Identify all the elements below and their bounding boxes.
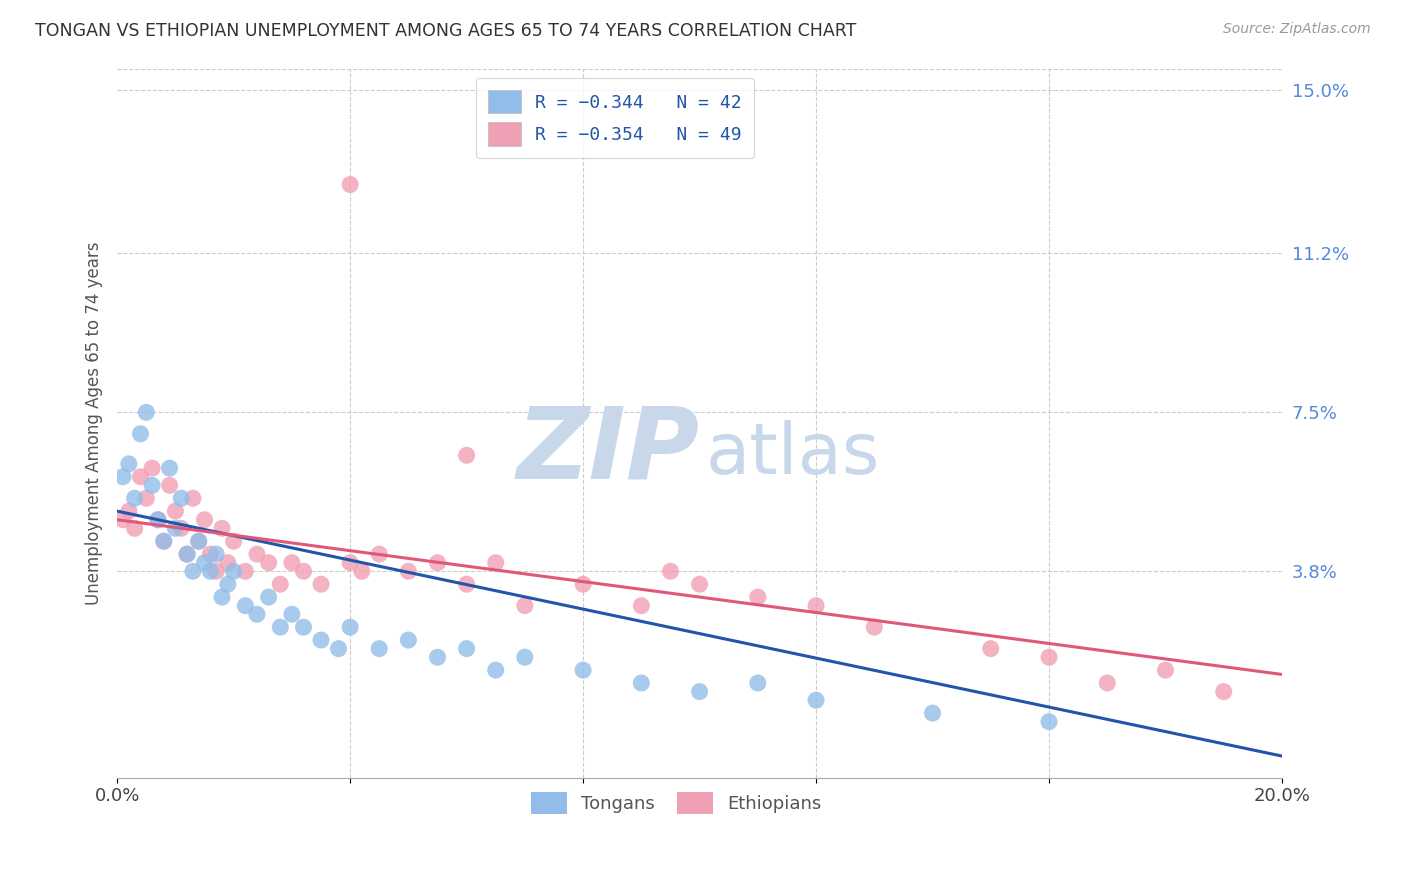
Point — [135, 491, 157, 506]
Point — [129, 426, 152, 441]
Point — [630, 676, 652, 690]
Point — [269, 577, 291, 591]
Point — [135, 405, 157, 419]
Point — [281, 607, 304, 622]
Point — [513, 599, 536, 613]
Point — [170, 521, 193, 535]
Point — [200, 547, 222, 561]
Point — [456, 448, 478, 462]
Point — [211, 521, 233, 535]
Point — [339, 620, 361, 634]
Point — [222, 534, 245, 549]
Point — [146, 513, 169, 527]
Point — [485, 663, 508, 677]
Text: TONGAN VS ETHIOPIAN UNEMPLOYMENT AMONG AGES 65 TO 74 YEARS CORRELATION CHART: TONGAN VS ETHIOPIAN UNEMPLOYMENT AMONG A… — [35, 22, 856, 40]
Point — [170, 491, 193, 506]
Point — [222, 564, 245, 578]
Point — [111, 469, 134, 483]
Point — [129, 469, 152, 483]
Point — [309, 577, 332, 591]
Point — [193, 556, 215, 570]
Legend: Tongans, Ethiopians: Tongans, Ethiopians — [520, 781, 832, 825]
Point — [152, 534, 174, 549]
Point — [368, 641, 391, 656]
Point — [141, 478, 163, 492]
Point — [146, 513, 169, 527]
Point — [339, 178, 361, 192]
Point — [193, 513, 215, 527]
Point — [292, 620, 315, 634]
Point — [804, 693, 827, 707]
Text: atlas: atlas — [706, 420, 880, 490]
Point — [1038, 650, 1060, 665]
Point — [804, 599, 827, 613]
Point — [456, 577, 478, 591]
Point — [187, 534, 209, 549]
Point — [118, 504, 141, 518]
Point — [281, 556, 304, 570]
Point — [396, 564, 419, 578]
Point — [257, 556, 280, 570]
Point — [246, 547, 269, 561]
Point — [689, 684, 711, 698]
Point — [689, 577, 711, 591]
Point — [339, 556, 361, 570]
Point — [124, 521, 146, 535]
Point — [426, 556, 449, 570]
Point — [921, 706, 943, 720]
Point — [159, 478, 181, 492]
Text: Source: ZipAtlas.com: Source: ZipAtlas.com — [1223, 22, 1371, 37]
Point — [456, 641, 478, 656]
Point — [980, 641, 1002, 656]
Text: ZIP: ZIP — [516, 403, 700, 500]
Point — [111, 513, 134, 527]
Point — [217, 556, 239, 570]
Point — [176, 547, 198, 561]
Point — [426, 650, 449, 665]
Point — [165, 521, 187, 535]
Point — [292, 564, 315, 578]
Point — [396, 633, 419, 648]
Point — [747, 590, 769, 604]
Point — [513, 650, 536, 665]
Point — [485, 556, 508, 570]
Point — [350, 564, 373, 578]
Point — [124, 491, 146, 506]
Point — [159, 461, 181, 475]
Point — [152, 534, 174, 549]
Point — [233, 564, 256, 578]
Point — [246, 607, 269, 622]
Point — [118, 457, 141, 471]
Point — [1097, 676, 1119, 690]
Point — [141, 461, 163, 475]
Point — [328, 641, 350, 656]
Point — [181, 564, 204, 578]
Y-axis label: Unemployment Among Ages 65 to 74 years: Unemployment Among Ages 65 to 74 years — [86, 242, 103, 605]
Point — [187, 534, 209, 549]
Point — [176, 547, 198, 561]
Point — [257, 590, 280, 604]
Point — [572, 577, 595, 591]
Point — [1154, 663, 1177, 677]
Point — [200, 564, 222, 578]
Point — [181, 491, 204, 506]
Point — [630, 599, 652, 613]
Point — [863, 620, 886, 634]
Point — [1038, 714, 1060, 729]
Point — [205, 564, 228, 578]
Point — [1212, 684, 1234, 698]
Point — [211, 590, 233, 604]
Point — [368, 547, 391, 561]
Point — [165, 504, 187, 518]
Point — [747, 676, 769, 690]
Point — [659, 564, 682, 578]
Point — [205, 547, 228, 561]
Point — [233, 599, 256, 613]
Point — [572, 663, 595, 677]
Point — [309, 633, 332, 648]
Point — [217, 577, 239, 591]
Point — [269, 620, 291, 634]
